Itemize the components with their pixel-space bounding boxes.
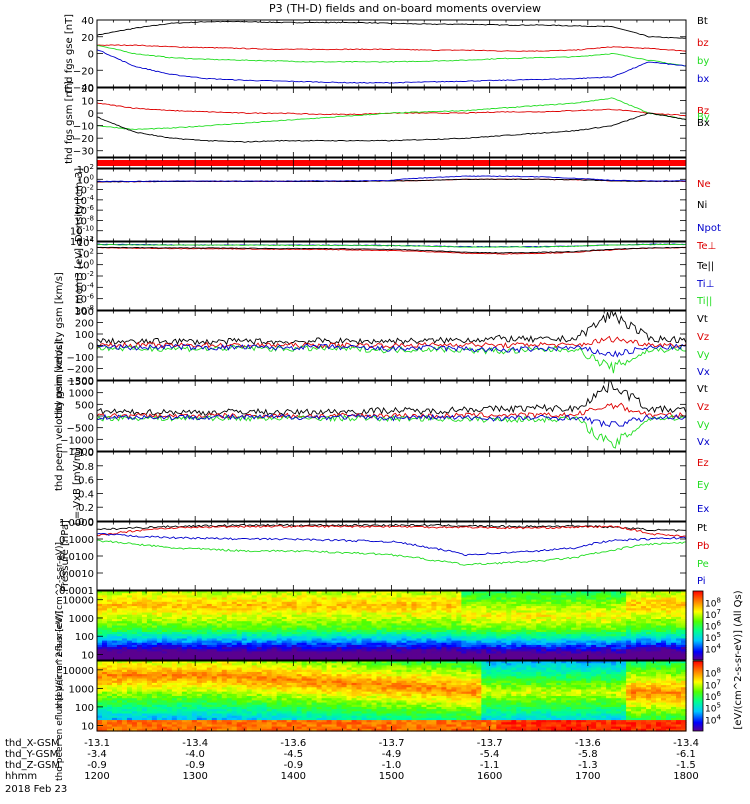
- y-tick-label: 0: [88, 50, 94, 61]
- y-axis-label: Density [cm-3]: [74, 168, 85, 242]
- legend-entry-Ti||: Ti||: [696, 296, 712, 307]
- y-tick-label: −20: [73, 134, 94, 145]
- colorbar: [693, 591, 703, 660]
- legend-entry-Vy: Vy: [697, 420, 710, 431]
- y-tick-label: 1000: [69, 389, 94, 400]
- legend-entry-Bt: Bt: [697, 16, 708, 27]
- y-tick-label: 0: [88, 109, 94, 120]
- y-tick-label: 100: [75, 330, 94, 341]
- y-tick-label: −30: [73, 147, 94, 158]
- panel-background: [97, 20, 686, 87]
- legend-entry-Te||: Te||: [696, 261, 714, 272]
- y-tick-label: 0: [88, 412, 94, 423]
- legend-entry-Vx: Vx: [697, 367, 710, 378]
- legend-entry-Pt: Pt: [697, 523, 707, 534]
- legend-entry-Pe: Pe: [697, 559, 709, 570]
- panel-background: [97, 452, 686, 521]
- legend-entry-bz: bz: [697, 38, 709, 49]
- legend-entry-Vz: Vz: [697, 402, 709, 413]
- y-tick-label: 20: [81, 84, 94, 95]
- legend-entry-Ne: Ne: [697, 179, 711, 190]
- legend-entry-Ez: Ez: [697, 458, 709, 469]
- y-tick-label: −10: [73, 122, 94, 133]
- y-axis-label: thd fgs gsm [nT]: [64, 81, 75, 164]
- y-tick-label: 10: [81, 97, 94, 108]
- legend-entry-Ti⊥: Ti⊥: [696, 279, 714, 290]
- legend-entry-by: by: [697, 56, 709, 67]
- legend-entry-Ey: Ey: [697, 480, 709, 491]
- y-tick-label: 100: [75, 632, 94, 643]
- plot-title: P3 (TH-D) fields and on-board moments ov…: [269, 2, 541, 15]
- y-tick-label: 0: [88, 342, 94, 353]
- y-tick-label: 200: [75, 319, 94, 330]
- y-axis-label: E=-VxB [mV/m]: [72, 447, 83, 525]
- legend-entry-Vx: Vx: [697, 437, 710, 448]
- y-tick-label: 1500: [69, 377, 94, 388]
- panel-3: 10210010-210-410-610-810-1010-12Density …: [70, 163, 721, 248]
- y-tick-label: 10: [81, 651, 94, 662]
- panel-flag-strip: [97, 158, 686, 168]
- y-tick-label: 20: [81, 33, 94, 44]
- legend-entry-Vz: Vz: [697, 332, 709, 343]
- y-tick-label: −100: [67, 353, 94, 364]
- y-tick-label: 300: [75, 307, 94, 318]
- legend-entry-bx: bx: [697, 74, 709, 85]
- y-tick-label: 10000: [62, 596, 94, 607]
- legend-entry-Vy: Vy: [697, 350, 710, 361]
- legend-entry-Ex: Ex: [697, 504, 709, 515]
- y-tick-label: −500: [67, 424, 94, 435]
- legend-entry-Pi: Pi: [697, 576, 706, 587]
- legend-entry-Te⊥: Te⊥: [696, 241, 716, 252]
- y-tick-label: 40: [81, 16, 94, 27]
- legend-entry-Pb: Pb: [697, 541, 709, 552]
- y-tick-label: −20: [73, 66, 94, 77]
- y-tick-label: 1000: [69, 614, 94, 625]
- legend-entry-Bx: Bx: [697, 118, 710, 129]
- panel-background: [97, 522, 686, 590]
- legend-entry-Vt: Vt: [697, 384, 708, 395]
- colorbar-tick-label: 104: [705, 643, 721, 656]
- legend-entry-Ni: Ni: [697, 200, 707, 211]
- legend-entry-Vt: Vt: [697, 314, 708, 325]
- y-axis-label: thd peem velocity gsm [km/s]: [54, 341, 65, 491]
- panel-background: [97, 88, 686, 157]
- legend-entry-Npot: Npot: [697, 223, 721, 234]
- y-tick-label: −1000: [60, 435, 94, 446]
- y-axis-label: mom3 [eV]: [74, 248, 85, 304]
- y-tick-label: −200: [67, 365, 94, 376]
- panel-background: [97, 242, 686, 310]
- y-tick-label: 500: [75, 400, 94, 411]
